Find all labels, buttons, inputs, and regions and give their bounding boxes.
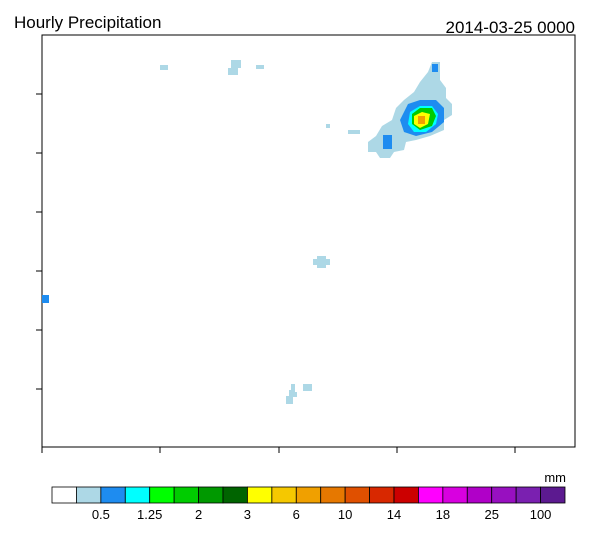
map-frame xyxy=(36,34,576,453)
colorbar-box xyxy=(271,486,297,504)
colorbar-box xyxy=(369,486,395,504)
colorbar-box xyxy=(51,486,77,504)
colorbar-box xyxy=(124,486,151,504)
colorbar-box xyxy=(173,486,199,504)
colorbar-box xyxy=(515,486,541,504)
colorbar-box xyxy=(198,486,224,504)
timestamp: 2014-03-25 0000 xyxy=(445,18,575,37)
colorbar-box xyxy=(295,486,322,504)
colorbar-box xyxy=(320,486,346,504)
colorbar-label: 14 xyxy=(387,507,401,522)
colorbar-box xyxy=(149,486,175,504)
colorbar-label: 18 xyxy=(436,507,450,522)
colorbar-box xyxy=(247,486,273,504)
colorbar-label: 25 xyxy=(484,507,498,522)
colorbar-box xyxy=(540,486,566,504)
colorbar-label: 3 xyxy=(244,507,251,522)
colorbar-box xyxy=(442,486,468,504)
colorbar-box xyxy=(222,486,248,504)
colorbar-box xyxy=(491,486,517,504)
colorbar-label: 0.5 xyxy=(92,507,110,522)
colorbar-box xyxy=(100,486,126,504)
colorbar-box xyxy=(466,486,493,504)
colorbar-box xyxy=(76,486,102,504)
colorbar-box xyxy=(393,486,419,504)
colorbar-box xyxy=(418,486,444,504)
colorbar-box xyxy=(344,486,370,504)
colorbar-label: 1.25 xyxy=(137,507,162,522)
title: Hourly Precipitation xyxy=(14,13,161,32)
colorbar-label: 10 xyxy=(338,507,352,522)
colorbar-label: 100 xyxy=(530,507,552,522)
unit-label: mm xyxy=(544,470,566,485)
colorbar: 0.5 1.25 2 3 6 10 14 18 25 100 xyxy=(51,486,566,522)
colorbar-label: 6 xyxy=(293,507,300,522)
precipitation xyxy=(42,60,452,404)
colorbar-label: 2 xyxy=(195,507,202,522)
